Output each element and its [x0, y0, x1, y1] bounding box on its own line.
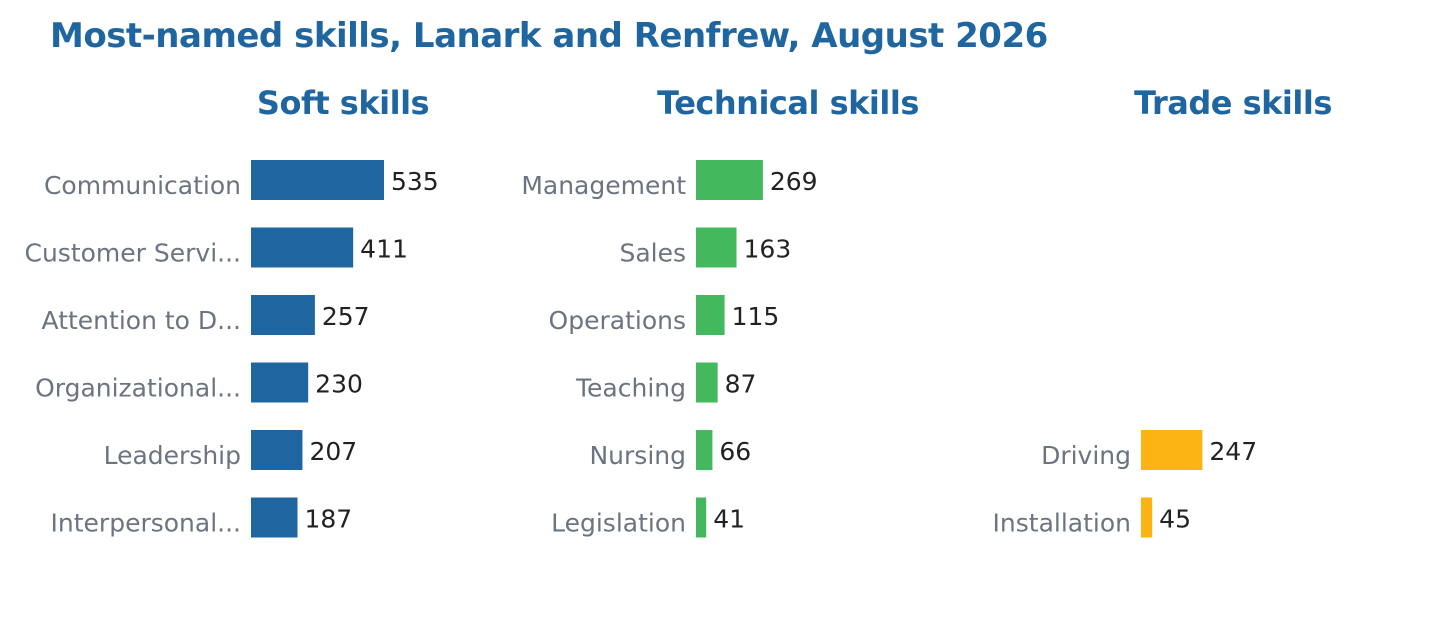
soft-bar-5 — [251, 430, 303, 470]
technical-category-label-2: Sales — [619, 239, 686, 268]
technical-bar-4 — [696, 362, 718, 403]
trade-category-label-5: Driving — [1041, 441, 1131, 470]
technical-category-label-3: Operations — [549, 306, 686, 335]
soft-bar-4 — [251, 362, 309, 403]
page-title: Most-named skills, Lanark and Renfrew, A… — [50, 16, 1048, 56]
technical-bar-1 — [696, 160, 763, 200]
soft-bar-6 — [251, 497, 298, 538]
trade-value-label-5: 247 — [1209, 437, 1257, 466]
technical-value-label-3: 115 — [732, 302, 780, 331]
soft-category-label-4: Organizational... — [35, 374, 241, 403]
technical-category-label-1: Management — [521, 171, 686, 200]
panel-title-trade-skills: Trade skills — [1134, 84, 1332, 122]
technical-category-label-4: Teaching — [575, 374, 686, 403]
technical-value-label-1: 269 — [770, 167, 818, 196]
technical-value-label-2: 163 — [744, 235, 792, 264]
technical-bar-2 — [696, 227, 737, 268]
technical-category-label-6: Legislation — [551, 509, 686, 538]
technical-category-label-5: Nursing — [589, 441, 686, 470]
soft-bar-3 — [251, 295, 315, 335]
technical-value-label-6: 41 — [713, 505, 745, 534]
trade-value-label-6: 45 — [1159, 505, 1191, 534]
soft-value-label-4: 230 — [315, 370, 363, 399]
soft-value-label-6: 187 — [304, 505, 352, 534]
soft-category-label-6: Interpersonal... — [51, 509, 241, 538]
soft-category-label-2: Customer Servi... — [25, 239, 242, 268]
trade-category-label-6: Installation — [993, 509, 1131, 538]
technical-value-label-5: 66 — [719, 437, 751, 466]
panel-title-soft-skills: Soft skills — [256, 84, 430, 122]
soft-value-label-5: 207 — [309, 437, 357, 466]
technical-bar-5 — [696, 430, 713, 470]
technical-bar-6 — [696, 497, 707, 538]
soft-category-label-5: Leadership — [104, 441, 241, 470]
soft-category-label-1: Communication — [44, 171, 241, 200]
trade-bar-6 — [1141, 497, 1153, 538]
panel-title-technical-skills: Technical skills — [657, 84, 919, 122]
soft-bar-2 — [251, 227, 354, 268]
soft-value-label-2: 411 — [360, 235, 408, 264]
soft-category-label-3: Attention to D... — [42, 306, 241, 335]
technical-bar-3 — [696, 295, 725, 335]
trade-bar-5 — [1141, 430, 1203, 470]
soft-value-label-3: 257 — [322, 302, 370, 331]
soft-value-label-1: 535 — [391, 167, 439, 196]
soft-bar-1 — [251, 160, 384, 200]
technical-value-label-4: 87 — [725, 370, 757, 399]
